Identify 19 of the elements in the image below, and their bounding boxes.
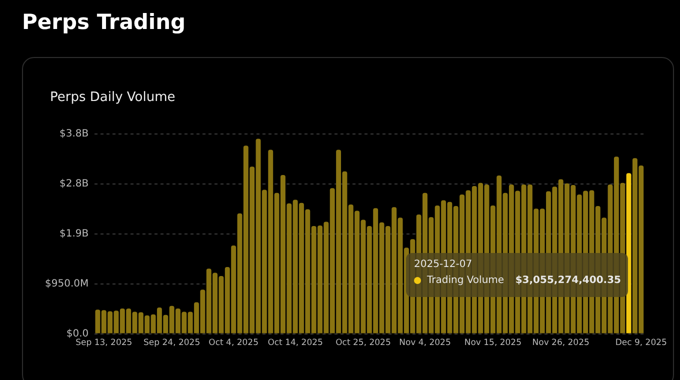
- x-tick-label: Nov 15, 2025: [464, 338, 522, 348]
- x-tick-label: Sep 13, 2025: [76, 338, 132, 348]
- x-tick-label: Oct 14, 2025: [268, 338, 323, 348]
- y-tick-label: $0.0: [66, 328, 89, 340]
- annotation: 2025-12-07: [414, 259, 474, 270]
- x-tick-label: Nov 4, 2025: [399, 338, 451, 348]
- annotation: $3,055,274,400.35: [515, 275, 621, 286]
- x-tick-label: Dec 9, 2025: [615, 338, 667, 348]
- x-tick-label: Oct 25, 2025: [336, 338, 391, 348]
- y-tick-label: $950.0M: [44, 278, 89, 290]
- y-tick-label: $1.9B: [59, 228, 89, 240]
- annotation: Trading Volume: [427, 275, 504, 286]
- chart-subtitle: Perps Daily Volume: [50, 90, 176, 105]
- x-tick-label: Sep 24, 2025: [144, 338, 200, 348]
- chart-title: Perps Trading: [22, 10, 186, 34]
- x-tick-label: Oct 4, 2025: [208, 338, 258, 348]
- y-tick-label: $3.8B: [59, 128, 89, 140]
- y-tick-label: $2.8B: [59, 178, 89, 190]
- x-tick-label: Nov 26, 2025: [532, 338, 590, 348]
